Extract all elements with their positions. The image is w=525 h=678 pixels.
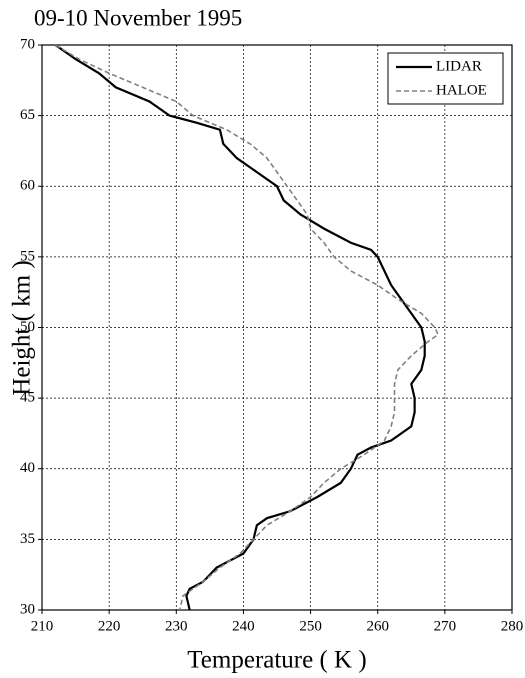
y-tick-label: 40 — [20, 460, 35, 476]
y-tick-label: 65 — [20, 107, 35, 123]
x-axis-label: Temperature ( K ) — [187, 647, 366, 674]
legend-label: HALOE — [436, 82, 487, 98]
y-tick-label: 55 — [20, 248, 35, 264]
x-tick-label: 280 — [501, 618, 524, 634]
y-tick-label: 35 — [20, 531, 35, 547]
x-tick-label: 220 — [98, 618, 121, 634]
y-tick-label: 50 — [20, 319, 35, 335]
y-tick-label: 70 — [20, 36, 35, 52]
legend-label: LIDAR — [436, 58, 482, 74]
x-tick-label: 270 — [434, 618, 457, 634]
legend-box — [387, 52, 504, 105]
x-tick-label: 250 — [299, 618, 322, 634]
y-tick-label: 30 — [20, 601, 35, 617]
plot-frame — [41, 44, 513, 611]
y-tick-label: 60 — [20, 178, 35, 194]
y-tick-label: 45 — [20, 390, 35, 406]
data-line — [54, 44, 426, 611]
x-tick-label: 260 — [366, 618, 389, 634]
x-tick-label: 230 — [165, 618, 188, 634]
y-axis-label: Height ( km ) — [9, 260, 36, 395]
chart-title: 09-10 November 1995 — [34, 5, 242, 30]
x-tick-label: 210 — [31, 618, 54, 634]
data-line — [55, 44, 440, 611]
x-tick-label: 240 — [232, 618, 255, 634]
